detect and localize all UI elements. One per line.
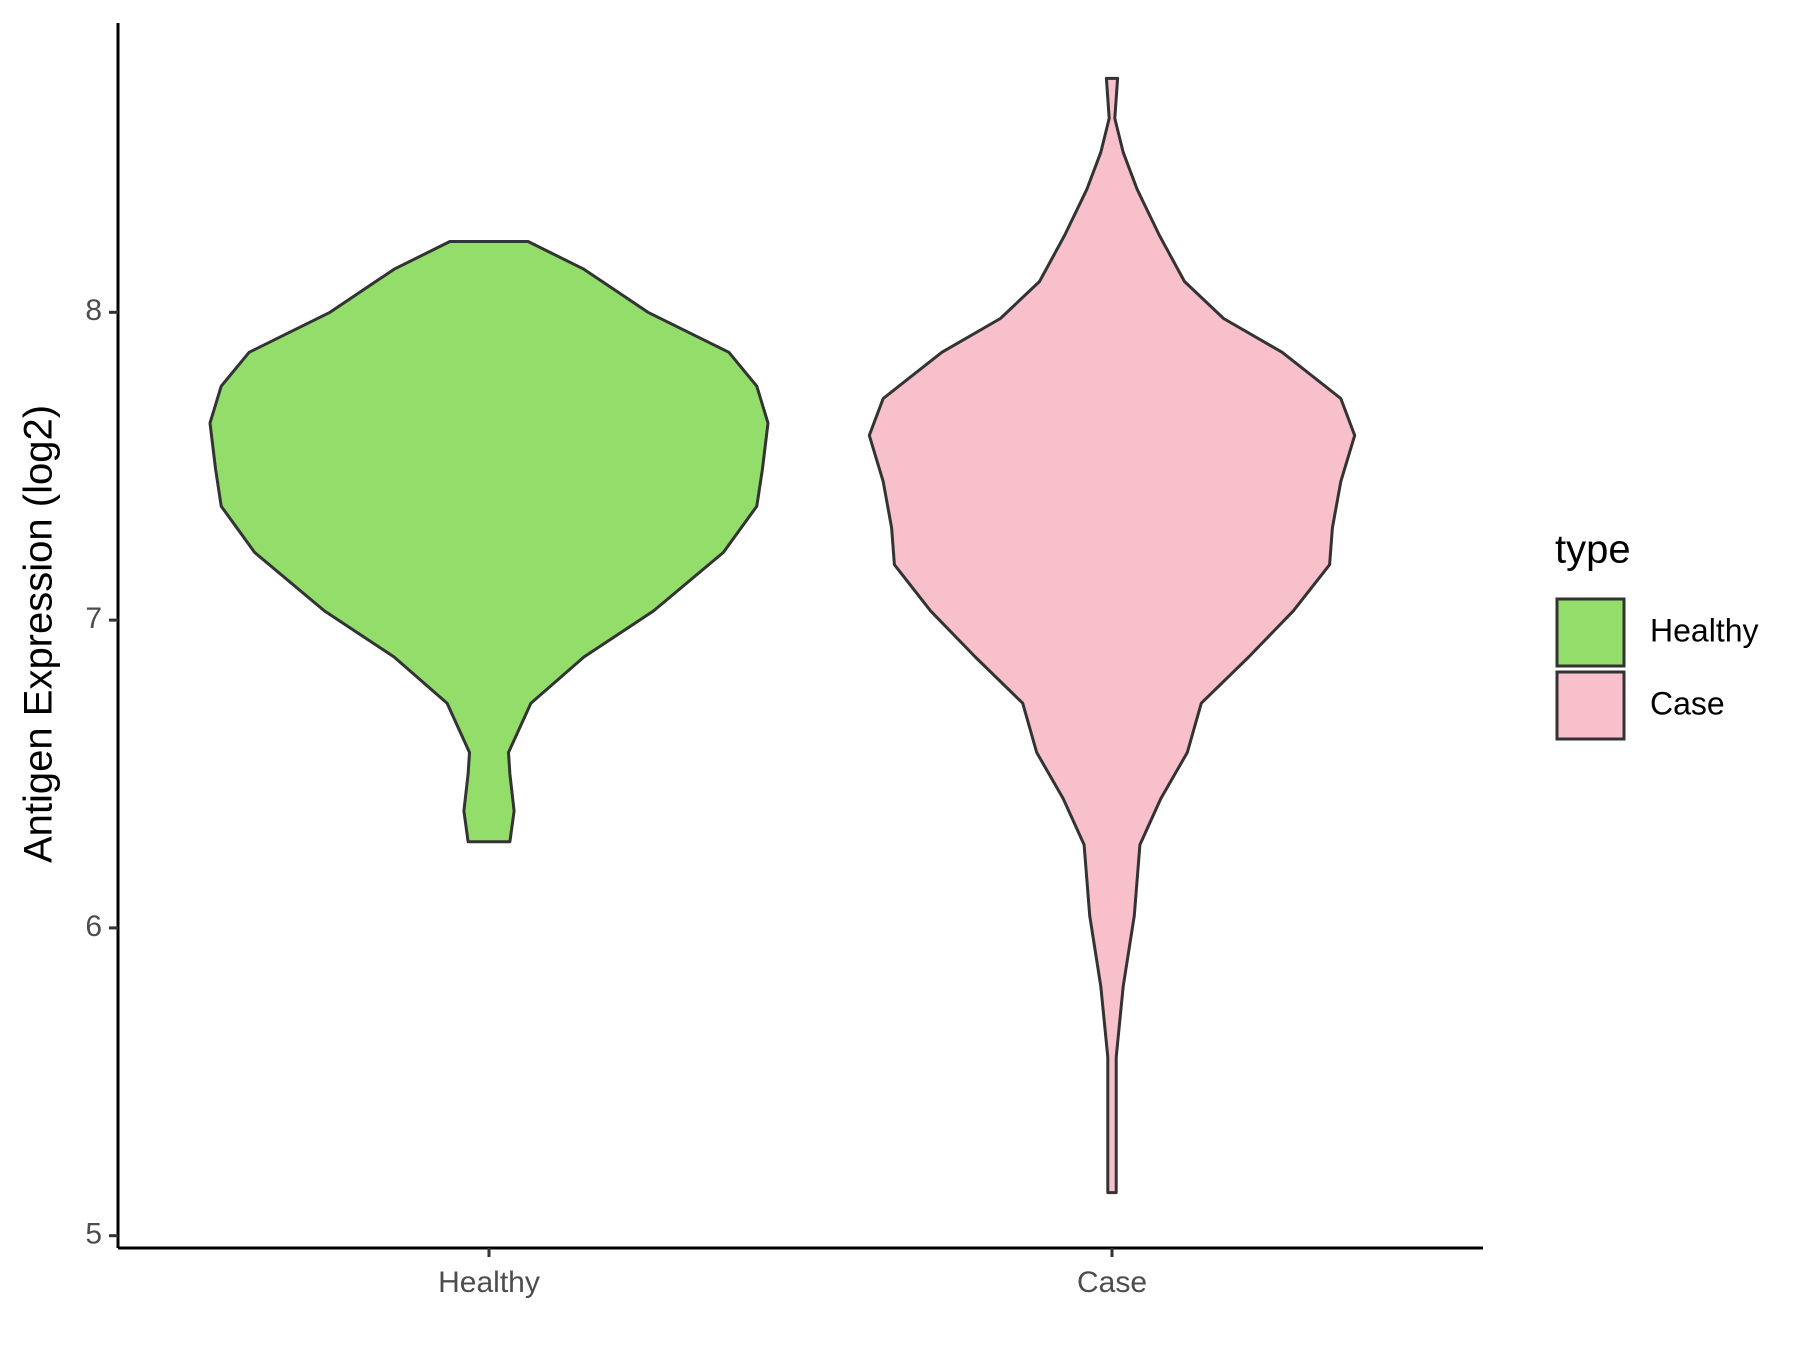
y-axis-title: Antigen Expression (log2): [17, 405, 61, 863]
legend-key: [1555, 670, 1626, 741]
y-tick-label: 6: [85, 910, 102, 943]
legend-label: Healthy: [1650, 612, 1759, 648]
x-tick-label: Case: [1077, 1266, 1147, 1299]
legend-key: [1555, 597, 1626, 668]
y-tick-label: 8: [85, 294, 102, 327]
violin: [208, 240, 770, 844]
legend-label: Case: [1650, 685, 1725, 721]
y-tick-label: 5: [85, 1218, 102, 1251]
violin: [867, 76, 1357, 1195]
legend-title: type: [1555, 528, 1631, 572]
y-tick-label: 7: [85, 602, 102, 635]
x-tick-label: Healthy: [438, 1266, 540, 1299]
